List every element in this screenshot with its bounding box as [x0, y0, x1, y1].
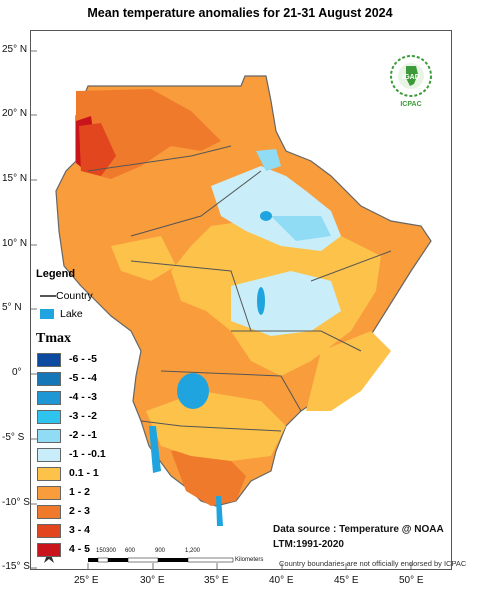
lon-label-35e: 35° E [204, 575, 229, 586]
logo-org: ICPAC [400, 101, 421, 108]
lake-label: Lake [60, 308, 83, 320]
tmax-title: Tmax [36, 331, 71, 346]
scale-tick-1200: 1,200 [185, 548, 201, 554]
lon-label-30e: 30° E [140, 575, 165, 586]
lat-label-5n: 5° N [2, 302, 22, 313]
country-line-icon [40, 295, 56, 298]
lon-label-40e: 40° E [269, 575, 294, 586]
igad-icpac-logo: IGAD ICPAC [384, 52, 438, 110]
lake-tana [260, 211, 272, 221]
scale-unit: Kilometers [235, 557, 264, 563]
graticule-ticks [31, 50, 412, 569]
tmax-class-label: -1 - -0.1 [69, 448, 106, 460]
lat-label-15n: 15° N [2, 173, 28, 184]
lake-malawi [216, 496, 223, 526]
anomaly-0-1-south [146, 391, 286, 461]
legend-lake: Lake [40, 308, 83, 320]
source-line2: LTM:1991-2020 [273, 539, 344, 550]
legend-title: Legend [36, 268, 76, 280]
tmax-class-swatch [37, 448, 61, 462]
tmax-class-swatch [37, 353, 61, 367]
logo-text: IGAD [402, 74, 420, 81]
lake-swatch [40, 309, 54, 320]
tmax-class-label: -5 - -4 [69, 372, 98, 384]
scale-tick-0: 0 [86, 548, 90, 554]
scale-tick-600: 600 [125, 548, 136, 554]
scale-tick-900: 900 [155, 548, 166, 554]
map-canvas [31, 50, 432, 569]
lat-label-25n: 25° N [2, 44, 28, 55]
scale-tick-300: 300 [106, 548, 117, 554]
tmax-class-label: -4 - -3 [69, 391, 98, 403]
tmax-class-swatch [37, 486, 61, 500]
anomaly-3-4-core [79, 123, 116, 176]
tmax-class-swatch [37, 372, 61, 386]
tmax-class-label: -2 - -1 [69, 429, 98, 441]
lon-label-50e: 50° E [399, 575, 424, 586]
lat-label-15s: -15° S [2, 561, 30, 572]
lat-label-0: 0° [12, 367, 22, 378]
anomaly-neg2-north [256, 149, 281, 171]
tmax-class-label: 1 - 2 [69, 486, 91, 498]
legend-country: Country [40, 290, 93, 302]
tmax-class-label: 4 - 5 [69, 543, 91, 555]
tmax-class-swatch [37, 410, 61, 424]
anomaly-neg2-ethiopia [271, 216, 331, 241]
tmax-class-swatch [37, 429, 61, 443]
data-source: Data source : Temperature @ NOAA LTM:199… [273, 522, 444, 552]
lat-label-10s: -10° S [2, 497, 30, 508]
scale-tick-150: 150 [96, 548, 107, 554]
lon-label-45e: 45° E [334, 575, 359, 586]
map-frame [30, 30, 452, 570]
tmax-class-swatch [37, 543, 61, 557]
anomaly-0-1-west [111, 236, 176, 281]
anomaly-0-1-east [306, 331, 391, 411]
disclaimer: Country boundaries are not officially en… [279, 559, 467, 568]
tmax-class-swatch [37, 467, 61, 481]
tmax-class-swatch [37, 505, 61, 519]
legend: Legend [36, 268, 146, 280]
tmax-class-label: -3 - -2 [69, 410, 98, 422]
country-label: Country [56, 290, 93, 302]
lon-label-25e: 25° E [74, 575, 99, 586]
lake-victoria [177, 373, 209, 409]
map-title: Mean temperature anomalies for 21-31 Aug… [87, 6, 393, 20]
scale-bar [88, 553, 248, 571]
lat-label-20n: 20° N [2, 108, 28, 119]
country-borders [87, 145, 392, 432]
tmax-class-label: -6 - -5 [69, 353, 98, 365]
anomaly-2-3-south [171, 451, 246, 506]
tmax-class-swatch [37, 524, 61, 538]
tmax-class-label: 2 - 3 [69, 505, 91, 517]
lake-turkana [257, 287, 265, 315]
anomaly-neg1-kenya [231, 271, 341, 336]
tmax-class-label: 0.1 - 1 [69, 467, 99, 479]
tmax-class-label: 3 - 4 [69, 524, 91, 536]
lake-tanganyika [149, 426, 161, 473]
source-line1: Data source : Temperature @ NOAA [273, 524, 444, 535]
lat-label-5s: -5° S [2, 432, 25, 443]
lat-label-10n: 10° N [2, 238, 28, 249]
tmax-class-swatch [37, 391, 61, 405]
